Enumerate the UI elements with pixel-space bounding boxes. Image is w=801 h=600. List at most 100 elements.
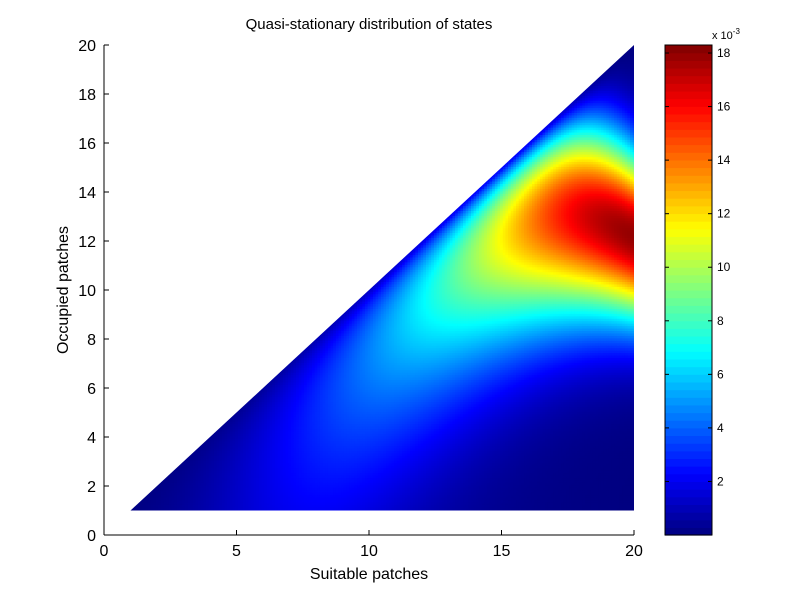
heatmap-cell [240,462,244,466]
heatmap-cell [235,445,239,449]
heatmap-cell [195,487,199,491]
heatmap-cell [269,384,273,388]
heatmap-cell [211,504,215,508]
heatmap-cell [266,443,271,447]
heatmap-cell [237,479,242,483]
heatmap-cell [208,484,212,488]
heatmap-cell [272,482,276,486]
heatmap-cell [251,499,255,503]
heatmap-cell [245,438,250,442]
heatmap-cell [251,413,255,417]
heatmap-cell [248,506,252,510]
heatmap-cell [221,470,226,474]
heatmap-cell [248,509,252,511]
heatmap-cell [240,435,244,439]
heatmap-cell [192,509,197,511]
heatmap-cell [253,465,257,469]
heatmap-cell [195,457,199,461]
heatmap-cell [245,499,250,503]
heatmap-cell [198,492,202,496]
heatmap-cell [224,489,228,493]
heatmap-cell [224,435,228,439]
heatmap-cell [240,504,244,508]
heatmap-cell [166,477,170,481]
heatmap-cell [198,489,202,493]
heatmap-cell [216,509,220,511]
heatmap-cell [269,497,273,501]
heatmap-cell [187,474,191,479]
heatmap-cell [245,472,250,476]
heatmap-cell [198,506,202,510]
heatmap-cell [269,482,273,486]
heatmap-cell [190,499,194,503]
heatmap-cell [272,497,276,501]
heatmap-cell [145,501,149,505]
heatmap-cell [142,499,146,503]
heatmap-cell [259,509,263,511]
heatmap-cell [192,467,197,471]
heatmap-cell [179,497,183,501]
heatmap-cell [253,472,257,476]
heatmap-cell [272,492,276,496]
heatmap-cell [272,489,276,493]
heatmap-cell [253,470,257,474]
heatmap-cell [261,396,265,400]
heatmap-cell [208,443,212,447]
heatmap-cell [206,452,210,456]
heatmap-cell [232,470,236,474]
heatmap-cell [264,435,268,439]
heatmap-cell [219,452,223,456]
heatmap-cell [224,472,228,476]
heatmap-cell [187,479,191,483]
heatmap-cell [211,448,215,452]
heatmap-cell [232,460,236,464]
heatmap-cell [264,399,268,403]
heatmap-cell [206,440,210,444]
heatmap-cell [259,497,263,501]
heatmap-cell [237,494,242,498]
heatmap-cell [251,406,255,410]
heatmap-cell [266,452,271,456]
heatmap-cell [243,470,247,474]
heatmap-cell [195,489,199,493]
heatmap-cell [208,494,212,498]
heatmap-cell [219,482,223,486]
heatmap-cell [203,465,207,469]
heatmap-cell [206,484,210,488]
heatmap-cell [245,401,250,405]
heatmap-cell [171,506,175,510]
heatmap-cell [224,499,228,503]
heatmap-cell [203,445,207,449]
heatmap-cell [237,421,242,425]
heatmap-cell [147,509,151,511]
heatmap-cell [227,467,231,471]
heatmap-cell [195,472,199,476]
heatmap-cell [211,435,215,439]
heatmap-cell [153,494,157,498]
heatmap-cell [216,455,220,459]
heatmap-cell [251,467,255,471]
heatmap-cell [227,450,231,454]
heatmap-cell [155,494,159,498]
heatmap-cell [232,506,236,510]
heatmap-cell [206,455,210,459]
heatmap-cell [192,494,197,498]
heatmap-cell [211,492,215,496]
heatmap-cell [219,462,223,466]
heatmap-cell [221,509,226,511]
heatmap-cell [211,450,215,454]
heatmap-cell [248,492,252,496]
heatmap-cell [243,435,247,439]
heatmap-cell [160,499,165,503]
heatmap-cell [219,474,223,479]
heatmap-cell [264,509,268,511]
heatmap-cell [208,492,212,496]
heatmap-cell [182,465,186,469]
heatmap-cell [221,489,226,493]
heatmap-cell [171,477,175,481]
heatmap-cell [261,428,265,432]
heatmap-cell [253,467,257,471]
heatmap-cell [192,474,197,479]
heatmap-cell [248,465,252,469]
heatmap-cell [192,501,197,505]
